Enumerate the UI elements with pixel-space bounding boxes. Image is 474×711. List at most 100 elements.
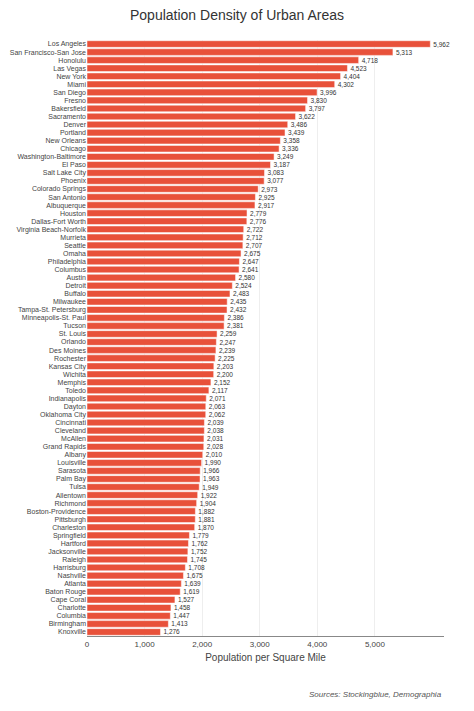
svg-text:Colorado Springs: Colorado Springs (32, 185, 87, 193)
svg-text:3,249: 3,249 (277, 153, 294, 160)
svg-text:1,990: 1,990 (205, 459, 222, 466)
svg-text:1,276: 1,276 (163, 628, 180, 635)
svg-text:Denver: Denver (63, 121, 86, 128)
svg-text:Sacramento: Sacramento (48, 113, 86, 120)
svg-text:Sarasota: Sarasota (58, 467, 86, 474)
svg-text:2,028: 2,028 (207, 443, 224, 450)
svg-text:1,762: 1,762 (191, 540, 208, 547)
svg-text:Rochester: Rochester (54, 355, 87, 362)
svg-text:3,358: 3,358 (283, 137, 300, 144)
svg-text:2,247: 2,247 (219, 339, 236, 346)
svg-text:1,708: 1,708 (188, 564, 205, 571)
svg-text:2,917: 2,917 (258, 202, 275, 209)
svg-text:Raleigh: Raleigh (62, 556, 86, 564)
svg-text:3,622: 3,622 (299, 113, 316, 120)
svg-text:2,239: 2,239 (219, 347, 236, 354)
svg-text:Pittsburgh: Pittsburgh (54, 516, 86, 524)
svg-text:Oklahoma City: Oklahoma City (40, 411, 86, 419)
svg-text:3,083: 3,083 (268, 169, 285, 176)
svg-text:2,973: 2,973 (261, 186, 278, 193)
svg-text:Cincinnati: Cincinnati (55, 419, 86, 426)
svg-text:Phoenix: Phoenix (61, 177, 87, 184)
svg-text:Columbus: Columbus (54, 266, 86, 273)
svg-text:Population Density of Urban Ar: Population Density of Urban Areas (130, 7, 344, 23)
svg-text:1,675: 1,675 (186, 572, 203, 579)
svg-text:Austin: Austin (67, 274, 87, 281)
svg-text:Jacksonville: Jacksonville (48, 548, 86, 555)
svg-text:2,039: 2,039 (207, 419, 224, 426)
svg-text:2,062: 2,062 (209, 411, 226, 418)
svg-text:Wichita: Wichita (63, 371, 86, 378)
svg-text:1,745: 1,745 (190, 556, 207, 563)
svg-text:Fresno: Fresno (64, 97, 86, 104)
svg-text:Seattle: Seattle (64, 242, 86, 249)
svg-text:3,996: 3,996 (320, 89, 337, 96)
svg-text:2,483: 2,483 (233, 290, 250, 297)
svg-text:2,925: 2,925 (258, 194, 275, 201)
svg-text:Richmond: Richmond (54, 500, 86, 507)
svg-text:Detroit: Detroit (65, 282, 86, 289)
svg-text:Grand Rapids: Grand Rapids (43, 443, 87, 451)
svg-text:3,797: 3,797 (309, 105, 326, 112)
svg-text:Kansas City: Kansas City (49, 363, 87, 371)
svg-text:2,381: 2,381 (227, 322, 244, 329)
svg-text:Albany: Albany (65, 451, 87, 459)
svg-text:2,152: 2,152 (214, 379, 231, 386)
svg-text:1,904: 1,904 (200, 500, 217, 507)
svg-text:Sources: Stockingblue, Demogra: Sources: Stockingblue, Demographia (309, 690, 442, 699)
svg-text:Atlanta: Atlanta (64, 580, 86, 587)
svg-text:Louisville: Louisville (57, 459, 86, 466)
svg-text:San Francisco-San Jose: San Francisco-San Jose (10, 49, 86, 56)
svg-text:3,187: 3,187 (274, 161, 291, 168)
svg-text:2,712: 2,712 (246, 234, 263, 241)
svg-text:Indianapolis: Indianapolis (49, 395, 87, 403)
svg-text:1,882: 1,882 (198, 508, 215, 515)
svg-text:Portland: Portland (60, 129, 86, 136)
svg-text:Chicago: Chicago (60, 145, 86, 153)
svg-text:1,527: 1,527 (178, 596, 195, 603)
svg-text:3,439: 3,439 (288, 129, 305, 136)
svg-text:2,524: 2,524 (235, 282, 252, 289)
svg-text:1,447: 1,447 (173, 612, 190, 619)
svg-text:Omaha: Omaha (63, 250, 86, 257)
svg-text:4,523: 4,523 (350, 65, 367, 72)
svg-text:Springfield: Springfield (53, 532, 86, 540)
svg-text:4,000: 4,000 (307, 640, 328, 649)
svg-text:Toledo: Toledo (65, 387, 86, 394)
svg-text:Bakersfield: Bakersfield (51, 105, 86, 112)
svg-text:Palm Bay: Palm Bay (56, 475, 86, 483)
svg-text:Albuquerque: Albuquerque (46, 202, 86, 210)
svg-text:2,203: 2,203 (217, 363, 234, 370)
svg-text:Milwaukee: Milwaukee (53, 298, 86, 305)
svg-text:2,031: 2,031 (207, 435, 224, 442)
svg-text:El Paso: El Paso (62, 161, 86, 168)
svg-text:Las Vegas: Las Vegas (53, 65, 86, 73)
svg-text:Cleveland: Cleveland (55, 427, 86, 434)
svg-text:Tampa-St. Petersburg: Tampa-St. Petersburg (18, 306, 86, 314)
svg-text:1,619: 1,619 (183, 588, 200, 595)
svg-text:2,386: 2,386 (227, 314, 244, 321)
svg-text:Nashville: Nashville (58, 572, 87, 579)
svg-text:Boston-Providence: Boston-Providence (27, 508, 86, 515)
svg-text:Birmingham: Birmingham (49, 620, 87, 628)
svg-text:2,722: 2,722 (247, 226, 264, 233)
svg-text:1,949: 1,949 (202, 484, 219, 491)
svg-text:3,486: 3,486 (291, 121, 308, 128)
svg-text:Harrisburg: Harrisburg (53, 564, 86, 572)
svg-text:4,302: 4,302 (338, 81, 355, 88)
svg-text:4,404: 4,404 (344, 73, 361, 80)
svg-text:1,966: 1,966 (203, 467, 220, 474)
svg-text:2,435: 2,435 (230, 298, 247, 305)
svg-text:2,779: 2,779 (250, 210, 267, 217)
svg-text:1,963: 1,963 (203, 475, 220, 482)
svg-text:2,776: 2,776 (250, 218, 267, 225)
svg-text:San Antonio: San Antonio (48, 194, 86, 201)
svg-text:Minneapolis-St. Paul: Minneapolis-St. Paul (22, 314, 87, 322)
svg-text:St. Louis: St. Louis (59, 330, 87, 337)
svg-text:1,752: 1,752 (191, 548, 208, 555)
svg-text:Knoxville: Knoxville (58, 628, 86, 635)
svg-text:2,071: 2,071 (209, 395, 226, 402)
svg-text:2,641: 2,641 (242, 266, 259, 273)
svg-text:Miami: Miami (67, 81, 86, 88)
svg-text:Buffalo: Buffalo (64, 290, 86, 297)
